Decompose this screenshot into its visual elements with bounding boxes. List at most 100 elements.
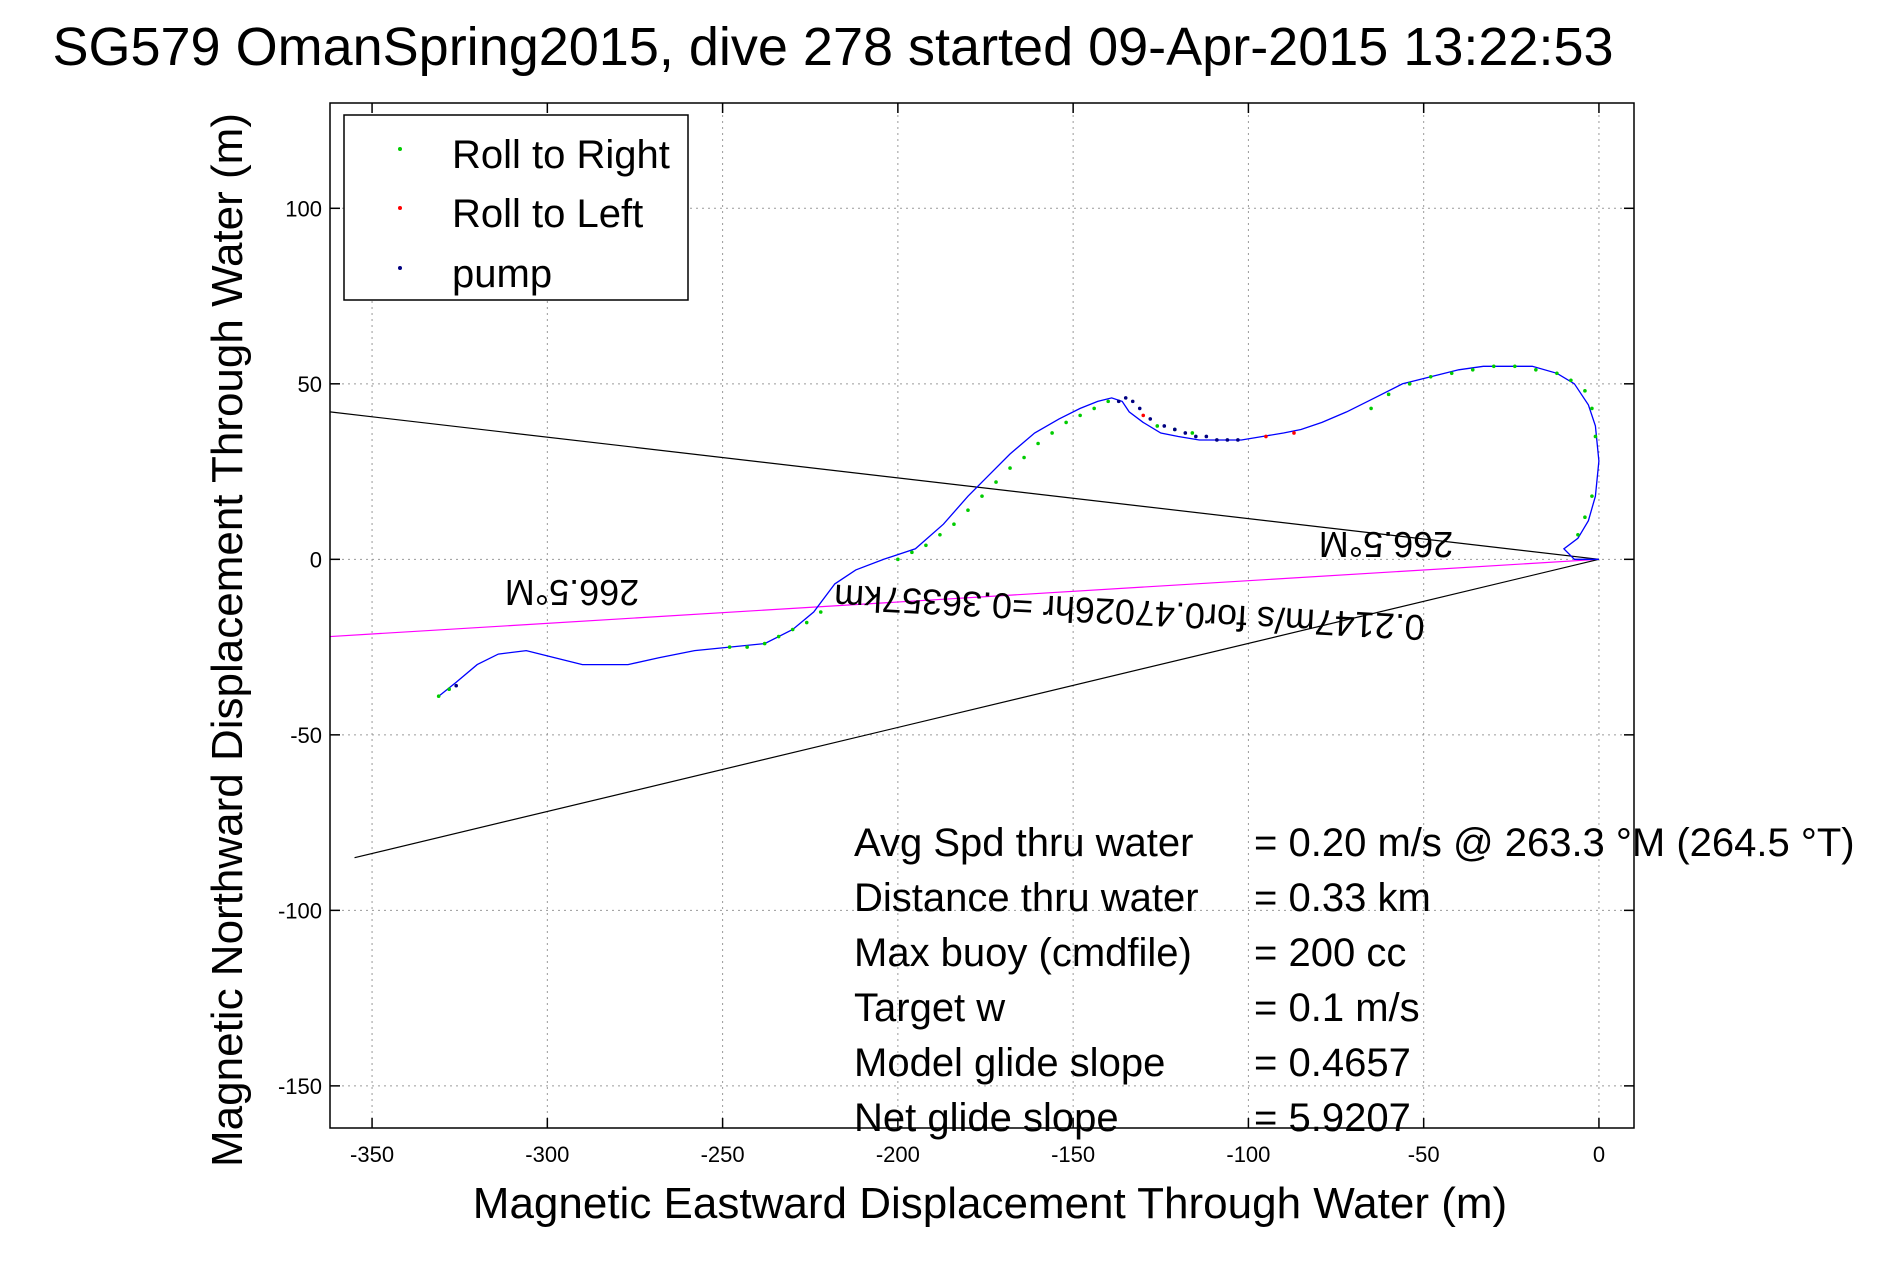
y-tick-label: 50 (298, 372, 322, 397)
roll-to-right-point (762, 641, 767, 646)
legend-label-roll-left: Roll to Left (452, 192, 643, 236)
roll-to-right-point (1590, 406, 1594, 411)
pump-point (1194, 434, 1198, 439)
pump-point (1130, 399, 1135, 404)
stat-value-net-glide: = 5.9207 (1254, 1096, 1411, 1140)
stat-label-distance: Distance thru water (854, 876, 1199, 920)
stat-value-max-buoy: = 200 cc (1254, 931, 1406, 975)
legend-marker-pump (398, 266, 402, 270)
plot-area (436, 364, 1600, 699)
roll-to-right-point (1155, 424, 1160, 428)
y-tick-label: -50 (290, 723, 322, 748)
pump-point (1137, 406, 1142, 411)
roll-to-right-point (1576, 532, 1580, 537)
roll-to-right-point (952, 522, 956, 527)
roll-to-right-point (745, 645, 749, 649)
roll-to-right-point (1386, 392, 1391, 397)
roll-to-right-point (1593, 434, 1598, 439)
pump-point (1183, 431, 1188, 435)
reference-lines (329, 411, 1600, 859)
roll-to-right-point (1583, 389, 1587, 393)
x-tick-label: -100 (1226, 1142, 1270, 1167)
stat-value-distance: = 0.33 km (1254, 876, 1431, 920)
bound-line-upper (329, 411, 1600, 560)
roll-to-right-point (1050, 431, 1054, 435)
stats-block: Avg Spd thru water = 0.20 m/s @ 263.3 °M… (854, 821, 1855, 1140)
y-tick-label: 0 (310, 547, 322, 572)
legend-label-roll-right: Roll to Right (452, 133, 670, 177)
roll-to-right-point (1078, 413, 1082, 418)
roll-to-right-point (790, 627, 795, 632)
roll-to-right-point (776, 634, 781, 639)
roll-to-right-point (924, 543, 928, 548)
roll-to-right-point (1064, 420, 1068, 425)
stat-label-model-glide: Model glide slope (854, 1041, 1165, 1085)
roll-to-right-point (1555, 371, 1559, 376)
roll-to-right-point (1449, 371, 1454, 376)
roll-to-left-point (1141, 413, 1146, 418)
roll-to-right-point (1583, 515, 1587, 520)
roll-to-right-point (1369, 406, 1373, 411)
x-axis-label: Magnetic Eastward Displacement Through W… (473, 1179, 1507, 1228)
y-tick-label: -150 (278, 1074, 322, 1099)
roll-to-right-point (966, 508, 970, 512)
x-tick-label: 0 (1593, 1142, 1605, 1167)
x-tick-label: -150 (1051, 1142, 1095, 1167)
stat-value-model-glide: = 0.4657 (1254, 1041, 1411, 1085)
legend-marker-roll-left (398, 206, 402, 210)
pump-point (1162, 424, 1167, 428)
stat-value-avg-speed: = 0.20 m/s @ 263.3 °M (264.5 °T) (1254, 821, 1855, 865)
axes-box (329, 102, 1635, 1129)
pump-point (1204, 434, 1209, 439)
stat-label-avg-speed: Avg Spd thru water (854, 821, 1193, 865)
roll-to-right-point (1569, 378, 1573, 383)
stat-label-max-buoy: Max buoy (cmdfile) (854, 931, 1192, 975)
roll-to-right-point (1190, 431, 1195, 435)
roll-to-right-point (1106, 399, 1110, 404)
roll-to-right-point (1407, 382, 1412, 386)
roll-to-right-point (1491, 364, 1496, 369)
roll-to-right-point (1008, 466, 1012, 470)
bound-line-lower (354, 558, 1600, 859)
roll-to-right-point (727, 645, 732, 649)
legend: Roll to Right Roll to Left pump (343, 114, 689, 301)
roll-to-right-point (436, 694, 441, 699)
heading-annotation-left: 266.5°M (505, 572, 639, 613)
pump-point (1148, 417, 1153, 421)
roll-to-right-point (1036, 441, 1040, 446)
current-heading-line (329, 558, 1599, 638)
x-tick-label: -250 (701, 1142, 745, 1167)
roll-to-right-point (896, 557, 900, 562)
roll-to-right-point (1092, 406, 1096, 411)
pump-point (454, 683, 458, 688)
y-axis-label: Magnetic Northward Displacement Through … (203, 113, 252, 1167)
stat-label-target-w: Target w (854, 986, 1005, 1030)
pump-point (1123, 396, 1128, 400)
x-tick-label: -350 (350, 1142, 394, 1167)
roll-to-right-point (447, 687, 451, 692)
stat-value-target-w: = 0.1 m/s (1254, 986, 1420, 1030)
roll-to-right-point (994, 480, 998, 484)
track-line (438, 365, 1600, 697)
x-tick-label: -50 (1408, 1142, 1440, 1167)
chart-title: SG579 OmanSpring2015, dive 278 started 0… (52, 17, 1613, 77)
heading-annotation-right: 266.5°M (1319, 524, 1453, 565)
roll-to-right-point (1428, 375, 1433, 379)
pump-point (1225, 438, 1230, 442)
x-tick-label: -300 (525, 1142, 569, 1167)
legend-label-pump: pump (452, 252, 552, 296)
roll-to-right-point (804, 620, 809, 625)
roll-to-right-point (1022, 455, 1026, 460)
roll-to-right-point (1590, 494, 1594, 498)
roll-to-right-point (910, 550, 914, 555)
roll-to-right-point (980, 494, 984, 498)
pump-point (1236, 438, 1240, 442)
roll-to-right-point (1513, 364, 1517, 369)
axis-ticks: -350 -300 -250 -200 -150 -100 -50 0 -150 -100 -50 0… (278, 103, 1634, 1167)
roll-to-left-point (1264, 434, 1268, 439)
stat-label-net-glide: Net glide slope (854, 1096, 1119, 1140)
pump-point (1172, 427, 1177, 432)
roll-to-right-point (1534, 367, 1538, 372)
roll-to-right-point (938, 532, 942, 537)
